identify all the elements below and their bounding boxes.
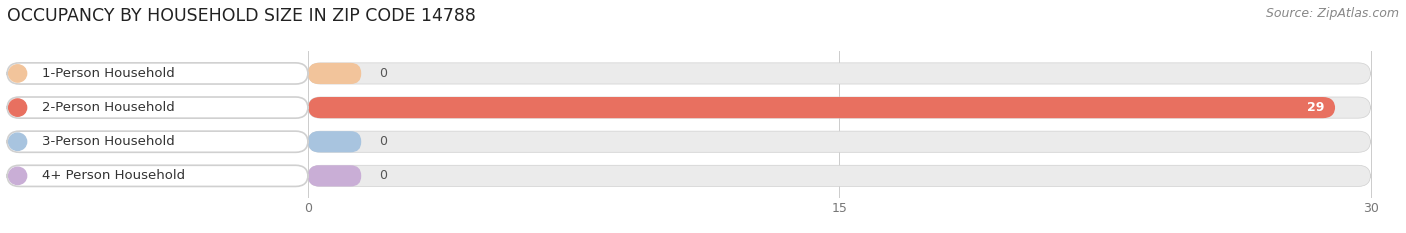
Circle shape (8, 133, 27, 150)
Text: Source: ZipAtlas.com: Source: ZipAtlas.com (1265, 7, 1399, 20)
Text: 0: 0 (380, 135, 387, 148)
FancyBboxPatch shape (7, 97, 308, 118)
Circle shape (8, 65, 27, 82)
Text: OCCUPANCY BY HOUSEHOLD SIZE IN ZIP CODE 14788: OCCUPANCY BY HOUSEHOLD SIZE IN ZIP CODE … (7, 7, 475, 25)
FancyBboxPatch shape (308, 131, 1371, 152)
Text: 1-Person Household: 1-Person Household (42, 67, 176, 80)
FancyBboxPatch shape (308, 97, 1336, 118)
Text: 3-Person Household: 3-Person Household (42, 135, 176, 148)
FancyBboxPatch shape (308, 165, 1371, 186)
FancyBboxPatch shape (308, 63, 361, 84)
FancyBboxPatch shape (7, 165, 308, 186)
Text: 29: 29 (1308, 101, 1324, 114)
FancyBboxPatch shape (308, 165, 361, 186)
Circle shape (8, 167, 27, 185)
Text: 2-Person Household: 2-Person Household (42, 101, 176, 114)
Text: 0: 0 (380, 169, 387, 182)
FancyBboxPatch shape (308, 97, 1371, 118)
Text: 4+ Person Household: 4+ Person Household (42, 169, 186, 182)
Circle shape (8, 99, 27, 116)
Text: 0: 0 (380, 67, 387, 80)
FancyBboxPatch shape (7, 63, 308, 84)
FancyBboxPatch shape (308, 63, 1371, 84)
FancyBboxPatch shape (7, 131, 308, 152)
FancyBboxPatch shape (308, 131, 361, 152)
